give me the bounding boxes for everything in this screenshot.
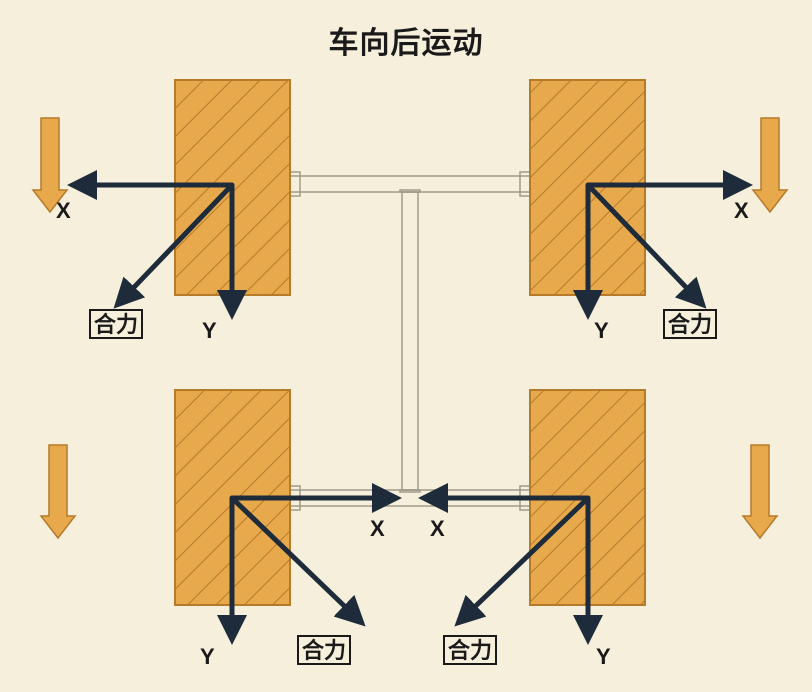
axis-label: X <box>430 516 445 541</box>
diagram-canvas: 车向后运动 XY合力XY合力XY合力XY合力 <box>0 0 812 692</box>
axis-label: X <box>734 198 749 223</box>
axis-label: X <box>56 198 71 223</box>
axis-label: Y <box>202 318 217 343</box>
direction-arrow <box>41 445 75 538</box>
resultant-label: 合力 <box>448 638 492 663</box>
resultant-label: 合力 <box>668 312 712 337</box>
direction-arrow <box>753 118 787 212</box>
axis-label: X <box>370 516 385 541</box>
diagram-svg: X Y 合力 X Y 合力 X Y 合力 X Y 合力 <box>0 0 812 692</box>
direction-arrow <box>743 445 777 538</box>
axis-label: Y <box>594 318 609 343</box>
resultant-label: 合力 <box>94 312 138 337</box>
axis-label: Y <box>200 644 215 669</box>
resultant-label: 合力 <box>302 638 346 663</box>
axis-label: Y <box>596 644 611 669</box>
